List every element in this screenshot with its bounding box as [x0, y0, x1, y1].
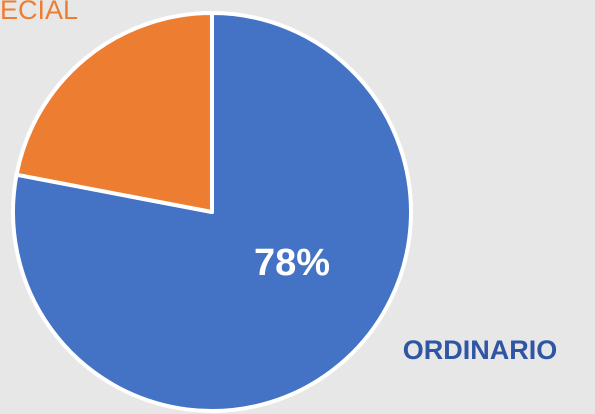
- value-label: 78%: [254, 242, 330, 284]
- category-label: ORDINARIO: [403, 335, 558, 365]
- pie-slice: [11, 11, 413, 413]
- category-label: ECIAL: [0, 0, 78, 25]
- pie-slice: [14, 11, 214, 214]
